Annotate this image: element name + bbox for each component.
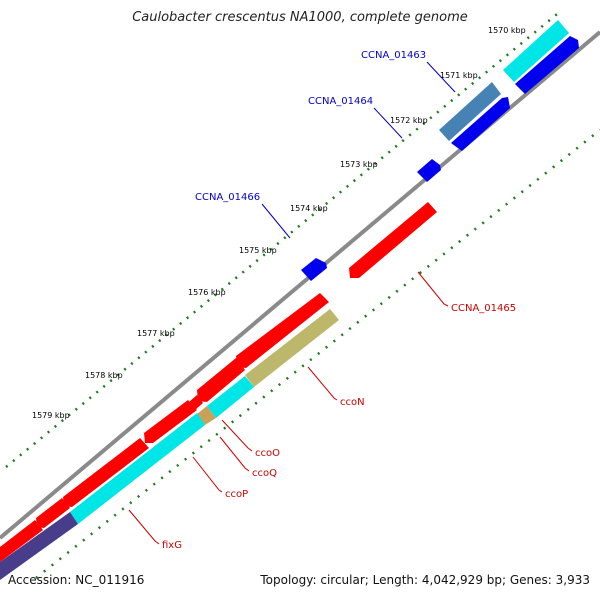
gene-ccoP-cyan[interactable] (70, 413, 205, 524)
gene-small-1573[interactable] (417, 159, 441, 182)
ruler-label: 1573 kbp (340, 160, 378, 169)
ruler-label: 1578 kbp (85, 371, 123, 380)
gene-label-ccna-01464[interactable]: CCNA_01464 (308, 96, 373, 107)
inner-ruler-dotted-line (35, 129, 600, 579)
gene-ccna-01463-cyan[interactable] (503, 20, 569, 82)
gene-ccoN-red[interactable] (236, 293, 329, 368)
gene-label-ccoP[interactable]: ccoP (225, 489, 248, 500)
gene-ccoP-red[interactable] (144, 400, 197, 443)
map-title: Caulobacter crescentus NA1000, complete … (132, 10, 468, 25)
ruler-label: 1577 kbp (137, 329, 175, 338)
gene-label-fixG[interactable]: fixG (162, 540, 182, 551)
ruler-label: 1576 kbp (188, 288, 226, 297)
gene-ccna-01465[interactable] (349, 202, 437, 278)
callout-line-ccoO (221, 419, 253, 452)
gene-red-segment-2[interactable] (36, 498, 70, 528)
gene-label-ccna-01466[interactable]: CCNA_01466 (195, 192, 260, 203)
backbone-line (0, 30, 600, 540)
callout-line-ccna-01465 (417, 271, 449, 307)
gene-label-ccoQ[interactable]: ccoQ (252, 468, 277, 479)
ruler-label: 1571 kbp (440, 71, 478, 80)
callout-lines (128, 61, 456, 545)
inner-ruler (35, 129, 600, 579)
accession-text: Accession: NC_011916 (8, 573, 145, 587)
outer-ruler-dotted-line (5, 9, 563, 468)
callout-line-ccoP (192, 456, 223, 493)
gene-ccoO-cyan[interactable] (207, 376, 254, 418)
callout-line-ccna-01466 (261, 203, 291, 239)
ruler-label: 1575 kbp (239, 246, 277, 255)
reverse-strand-genes (0, 202, 437, 580)
gene-label-ccoO[interactable]: ccoO (255, 448, 280, 459)
ruler-labels: 1570 kbp 1571 kbp 1572 kbp 1573 kbp 1574… (32, 26, 526, 420)
callout-line-ccoQ (219, 436, 250, 472)
gene-ccna-01464[interactable] (451, 97, 510, 151)
outer-ruler (5, 9, 563, 468)
gene-ccna-01463[interactable] (515, 36, 579, 94)
gene-red-segment-1[interactable] (0, 520, 43, 562)
backbone (0, 30, 600, 540)
gene-ccoN-khaki[interactable] (245, 309, 339, 387)
callout-line-ccna-01464 (373, 107, 403, 139)
gene-fixG-red[interactable] (63, 438, 149, 507)
gene-labels: CCNA_01463 CCNA_01464 CCNA_01466 CCNA_01… (162, 50, 516, 551)
gene-fixG-slateblue[interactable] (0, 512, 78, 580)
topology-text: Topology: circular; Length: 4,042,929 bp… (260, 573, 590, 587)
ruler-label: 1570 kbp (488, 26, 526, 35)
gene-ccna-01466[interactable] (301, 258, 327, 281)
callout-line-ccna-01463 (426, 61, 456, 93)
gene-ccoO-red[interactable] (197, 358, 245, 402)
gene-label-ccna-01463[interactable]: CCNA_01463 (361, 50, 426, 61)
gene-label-ccna-01465[interactable]: CCNA_01465 (451, 303, 516, 314)
ruler-label: 1574 kbp (290, 204, 328, 213)
gene-label-ccoN[interactable]: ccoN (340, 397, 365, 408)
forward-strand-genes (301, 20, 579, 281)
ruler-label: 1572 kbp (390, 116, 428, 125)
ruler-label: 1579 kbp (32, 411, 70, 420)
gene-ccna-01464-steelblue[interactable] (439, 82, 501, 141)
callout-line-ccoN (307, 366, 338, 401)
callout-line-fixG (128, 509, 160, 545)
